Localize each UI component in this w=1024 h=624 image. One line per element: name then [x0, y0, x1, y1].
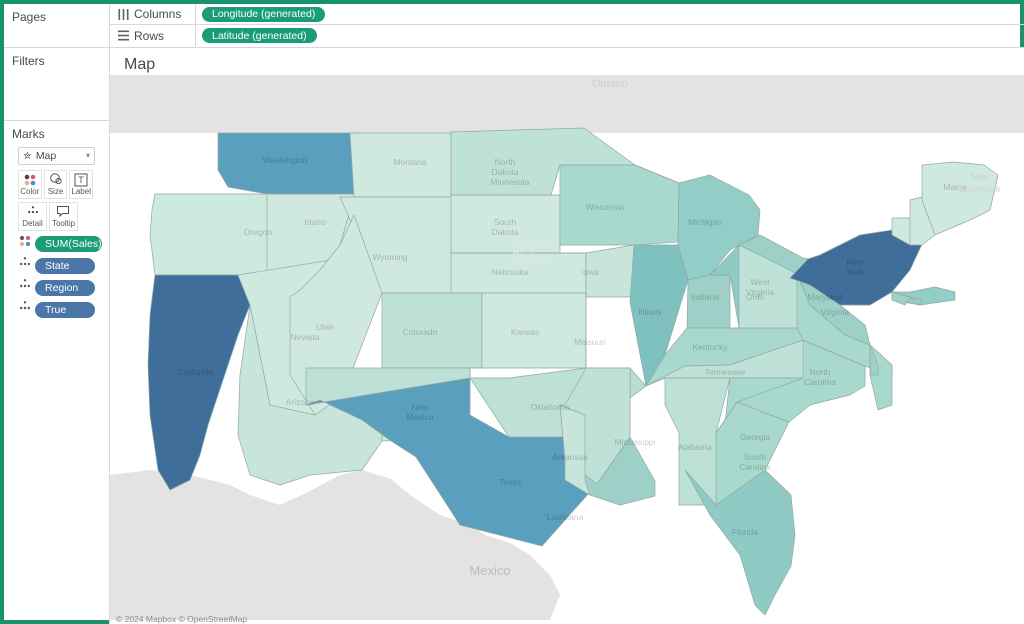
svg-text:Arkansas: Arkansas [552, 452, 587, 462]
svg-text:Colorado: Colorado [403, 327, 438, 337]
svg-text:Utah: Utah [316, 322, 334, 332]
svg-text:North: North [495, 157, 516, 167]
svg-text:Mexico: Mexico [407, 412, 434, 422]
svg-text:Kansas: Kansas [511, 327, 539, 337]
svg-text:Minnesota: Minnesota [490, 177, 529, 187]
svg-text:Virginia: Virginia [746, 287, 774, 297]
svg-text:Oregon: Oregon [244, 227, 273, 237]
svg-text:Indiana: Indiana [691, 292, 719, 302]
svg-text:California: California [177, 367, 213, 377]
svg-text:Arizona: Arizona [286, 397, 315, 407]
svg-text:North: North [810, 367, 831, 377]
svg-text:Ontario: Ontario [592, 78, 628, 90]
svg-text:United: United [511, 235, 549, 250]
svg-text:Wyoming: Wyoming [372, 252, 408, 262]
svg-text:Missouri: Missouri [574, 337, 606, 347]
svg-text:South: South [494, 217, 516, 227]
svg-text:Virginia: Virginia [821, 307, 849, 317]
svg-text:States: States [512, 249, 549, 264]
svg-text:Montana: Montana [393, 157, 426, 167]
svg-text:Carolina: Carolina [739, 462, 771, 472]
svg-text:Brunswick: Brunswick [959, 184, 1001, 194]
svg-text:Alabama: Alabama [678, 442, 712, 452]
svg-text:New: New [411, 402, 429, 412]
svg-text:Louisiana: Louisiana [547, 512, 584, 522]
svg-text:Maryland: Maryland [808, 292, 843, 302]
svg-text:Dakota: Dakota [492, 167, 519, 177]
svg-text:Wisconsin: Wisconsin [586, 202, 625, 212]
svg-text:Illinois: Illinois [638, 307, 662, 317]
svg-text:Idaho: Idaho [304, 217, 326, 227]
svg-text:Michigan: Michigan [688, 217, 722, 227]
svg-text:Nebraska: Nebraska [492, 267, 529, 277]
svg-text:South: South [744, 452, 766, 462]
svg-text:Washington: Washington [263, 155, 308, 165]
svg-text:T: T [78, 175, 84, 185]
svg-text:York: York [847, 267, 864, 277]
svg-text:Georgia: Georgia [740, 432, 771, 442]
svg-text:Florida: Florida [732, 527, 758, 537]
svg-text:New: New [846, 257, 864, 267]
svg-text:Mexico: Mexico [469, 563, 510, 578]
svg-text:Texas: Texas [499, 477, 521, 487]
svg-text:Carolina: Carolina [804, 377, 836, 387]
svg-text:Oklahoma: Oklahoma [531, 402, 570, 412]
svg-text:Nevada: Nevada [290, 332, 320, 342]
svg-text:Kentucky: Kentucky [693, 342, 729, 352]
svg-text:Mississippi: Mississippi [614, 437, 655, 447]
svg-text:Tennessee: Tennessee [704, 367, 745, 377]
svg-text:New: New [971, 172, 990, 182]
svg-text:West: West [750, 277, 770, 287]
svg-text:Iowa: Iowa [581, 267, 599, 277]
